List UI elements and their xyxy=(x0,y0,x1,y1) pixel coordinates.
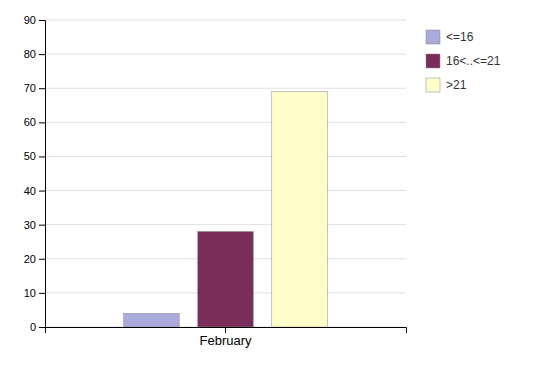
grid-line xyxy=(45,190,406,191)
tick-mark xyxy=(39,191,45,192)
grid-line xyxy=(45,88,406,89)
tick-mark xyxy=(225,327,226,333)
bar xyxy=(124,313,180,327)
tick: 0 xyxy=(30,321,45,333)
tick-mark xyxy=(39,293,45,294)
tick: 30 xyxy=(24,219,45,231)
axis-line xyxy=(39,21,46,328)
grid-line xyxy=(45,156,406,157)
legend-label: >21 xyxy=(446,78,467,92)
grid-line xyxy=(45,20,406,21)
tick-label: 10 xyxy=(24,287,36,299)
tick-label: 50 xyxy=(24,150,36,162)
tick-mark xyxy=(39,225,45,226)
grid-line xyxy=(45,54,406,55)
tick-label: 30 xyxy=(24,219,36,231)
x-axis: February xyxy=(46,327,407,348)
plot: 0 10 20 30 40 50 60 70 80 90 February xyxy=(24,14,407,348)
tick: 70 xyxy=(24,82,45,94)
legend-item: 16<..<=21 xyxy=(426,54,501,68)
bars xyxy=(124,92,328,327)
tick: 20 xyxy=(24,253,45,265)
tick-label: 0 xyxy=(30,321,36,333)
legend-swatch xyxy=(426,30,440,44)
tick-mark xyxy=(39,20,45,21)
tick: 60 xyxy=(24,116,45,128)
bar xyxy=(272,92,328,327)
tick-mark xyxy=(39,88,45,89)
tick-label: 80 xyxy=(24,48,36,60)
grid-line xyxy=(45,122,406,123)
tick-mark xyxy=(39,327,45,328)
tick-label: 40 xyxy=(24,185,36,197)
tick-label: 90 xyxy=(24,14,36,26)
legend: <=16 16<..<=21 >21 xyxy=(426,30,501,92)
tick: 10 xyxy=(24,287,45,299)
tick: February xyxy=(199,327,252,348)
bar xyxy=(198,231,254,327)
legend-label: 16<..<=21 xyxy=(446,54,501,68)
axis-line xyxy=(46,328,407,334)
y-axis: 0 10 20 30 40 50 60 70 80 90 xyxy=(24,14,46,333)
tick-mark xyxy=(39,54,45,55)
grid xyxy=(45,20,406,327)
tick-label: 60 xyxy=(24,116,36,128)
tick-label: February xyxy=(199,333,252,348)
tick-mark xyxy=(39,259,45,260)
tick-label: 20 xyxy=(24,253,36,265)
legend-item: <=16 xyxy=(426,30,474,44)
tick-label: 70 xyxy=(24,82,36,94)
tick: 50 xyxy=(24,150,45,162)
legend-swatch xyxy=(426,54,440,68)
legend-item: >21 xyxy=(426,78,467,92)
grid-line xyxy=(45,224,406,225)
tick-mark xyxy=(39,122,45,123)
chart: 0 10 20 30 40 50 60 70 80 90 February <=16 16<..<=21… xyxy=(0,0,536,367)
tick: 80 xyxy=(24,48,45,60)
tick: 90 xyxy=(24,14,45,26)
tick: 40 xyxy=(24,185,45,197)
tick-mark xyxy=(39,156,45,157)
legend-swatch xyxy=(426,78,440,92)
legend-label: <=16 xyxy=(446,30,474,44)
